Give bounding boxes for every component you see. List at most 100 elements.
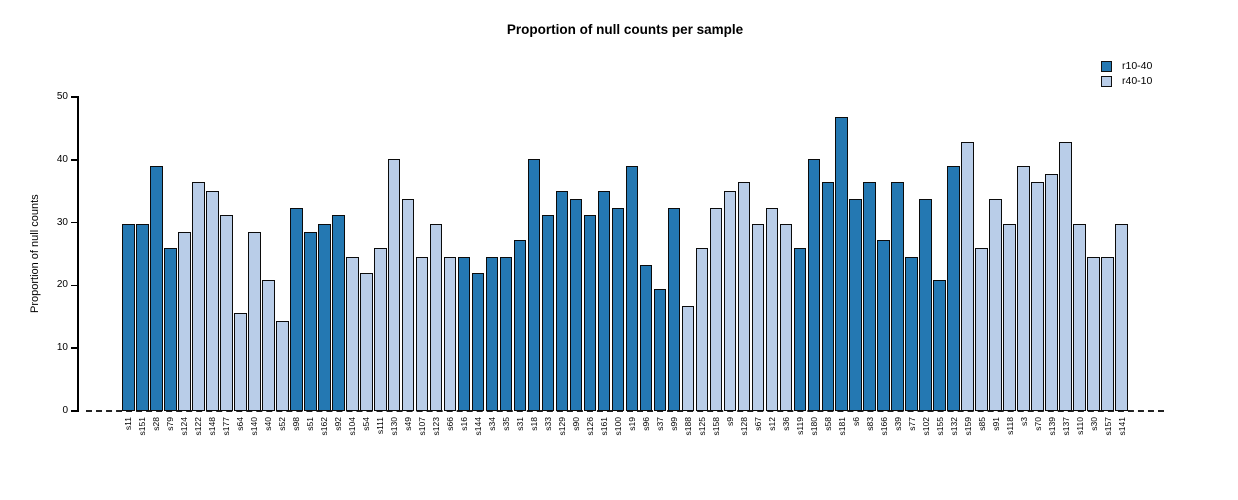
bar-s126: [583, 215, 597, 411]
x-tick-label-s49: s49: [403, 417, 414, 431]
bar-s141: [1115, 223, 1128, 411]
bar-s107: [415, 257, 429, 411]
bar-s144: [471, 272, 485, 411]
bar-s64: [233, 313, 247, 411]
x-tick-label-s54: s54: [361, 417, 372, 431]
y-tick: [71, 284, 77, 287]
bar-s51: [303, 232, 317, 411]
x-tick-label-s118: s118: [1004, 417, 1015, 435]
x-tick-label-s104: s104: [347, 417, 358, 436]
x-tick-label-s157: s157: [1102, 417, 1113, 436]
bar-s122: [191, 182, 205, 411]
bar-s140: [247, 232, 261, 411]
bar-s119: [793, 247, 807, 411]
x-tick-label-s33: s33: [543, 417, 554, 431]
bar-s124: [177, 232, 191, 411]
x-tick-label-s130: s130: [389, 417, 400, 436]
x-tick-label-s79: s79: [165, 417, 176, 431]
bar-s118: [1003, 223, 1017, 411]
bar-s9: [723, 191, 737, 411]
x-tick-label-s31: s31: [515, 417, 526, 431]
x-tick-label-s40: s40: [263, 417, 274, 431]
y-tick-label-40: 40: [56, 153, 68, 165]
x-tick-label-s132: s132: [948, 417, 959, 436]
x-tick-label-s83: s83: [864, 417, 875, 431]
x-tick-label-s52: s52: [277, 417, 288, 431]
bar-s128: [737, 182, 751, 411]
bar-s28: [149, 166, 163, 411]
bar-s148: [205, 191, 219, 411]
zero-baseline-dashed: [86, 409, 1164, 412]
x-tick-label-s123: s123: [431, 417, 442, 436]
x-tick-label-s3: s3: [1018, 417, 1029, 426]
bar-s162: [317, 223, 331, 411]
legend-swatch-dark: [1101, 60, 1112, 72]
legend-label: r40-10: [1122, 75, 1153, 87]
x-tick-label-s100: s100: [613, 417, 623, 436]
x-tick-label-s51: s51: [305, 417, 316, 431]
bar-s110: [1073, 223, 1086, 411]
x-tick-label-s66: s66: [445, 417, 456, 431]
bar-s52: [275, 321, 289, 411]
x-tick-label-s125: s125: [696, 417, 707, 436]
legend-swatch-light: [1101, 75, 1112, 87]
bar-s35: [499, 257, 513, 411]
bar-s49: [401, 198, 415, 411]
bar-s6: [849, 198, 863, 411]
bar-s70: [1031, 182, 1045, 411]
x-tick-label-s162: s162: [319, 417, 330, 436]
x-tick-label-s6: s6: [850, 417, 861, 426]
bar-s18: [527, 158, 541, 411]
bar-s83: [863, 182, 877, 411]
bar-s36: [779, 223, 793, 411]
bar-s85: [975, 247, 989, 411]
x-tick-label-s158: s158: [710, 417, 721, 436]
bar-s99: [667, 207, 681, 411]
x-tick-label-s140: s140: [249, 417, 260, 436]
x-tick-label-s90: s90: [571, 417, 582, 431]
bar-s90: [569, 198, 583, 411]
x-tick-label-s98: s98: [291, 417, 302, 431]
chart-title: Proportion of null counts per sample: [506, 22, 744, 37]
y-tick: [71, 410, 77, 412]
x-tick-label-s188: s188: [682, 417, 693, 436]
legend: r10-40 r40-10: [1101, 60, 1152, 90]
y-tick: [71, 159, 77, 161]
bar-s166: [877, 240, 891, 411]
bar-s180: [807, 158, 821, 411]
bar-s58: [821, 182, 835, 411]
bar-s130: [387, 158, 401, 411]
y-tick-label-50: 50: [56, 91, 68, 102]
x-tick-label-s129: s129: [557, 417, 568, 436]
x-tick-label-s159: s159: [962, 417, 973, 436]
x-tick-label-s144: s144: [473, 417, 484, 436]
x-tick-label-s141: s141: [1116, 417, 1127, 436]
bar-s54: [359, 272, 373, 411]
x-tick-label-s39: s39: [892, 417, 903, 431]
x-tick-label-s151: s151: [137, 417, 148, 436]
bar-s155: [933, 280, 947, 411]
x-tick-label-s119: s119: [794, 417, 805, 435]
legend-entry-r40-10: r40-10: [1101, 75, 1152, 87]
y-tick-label-0: 0: [62, 405, 68, 416]
bar-s158: [709, 207, 723, 411]
x-tick-label-s122: s122: [193, 417, 204, 436]
bar-s79: [163, 248, 177, 411]
bar-s98: [289, 207, 303, 411]
y-tick-label-10: 10: [56, 342, 68, 354]
x-tick-label-s99: s99: [668, 417, 679, 431]
x-tick-label-s128: s128: [738, 417, 749, 436]
bar-s31: [513, 240, 527, 411]
x-tick-label-s92: s92: [333, 417, 344, 431]
bar-s188: [681, 305, 695, 411]
bar-s19: [625, 166, 639, 411]
x-tick-label-s148: s148: [207, 417, 218, 436]
x-tick-label-s64: s64: [235, 417, 246, 431]
x-tick-label-s91: s91: [990, 417, 1001, 431]
x-tick-label-s77: s77: [906, 417, 917, 431]
bar-s100: [611, 207, 625, 411]
x-tick-label-s126: s126: [585, 417, 596, 436]
y-tick-label-20: 20: [56, 279, 68, 291]
x-tick-label-s35: s35: [501, 417, 512, 431]
x-tick-label-s124: s124: [179, 417, 190, 436]
